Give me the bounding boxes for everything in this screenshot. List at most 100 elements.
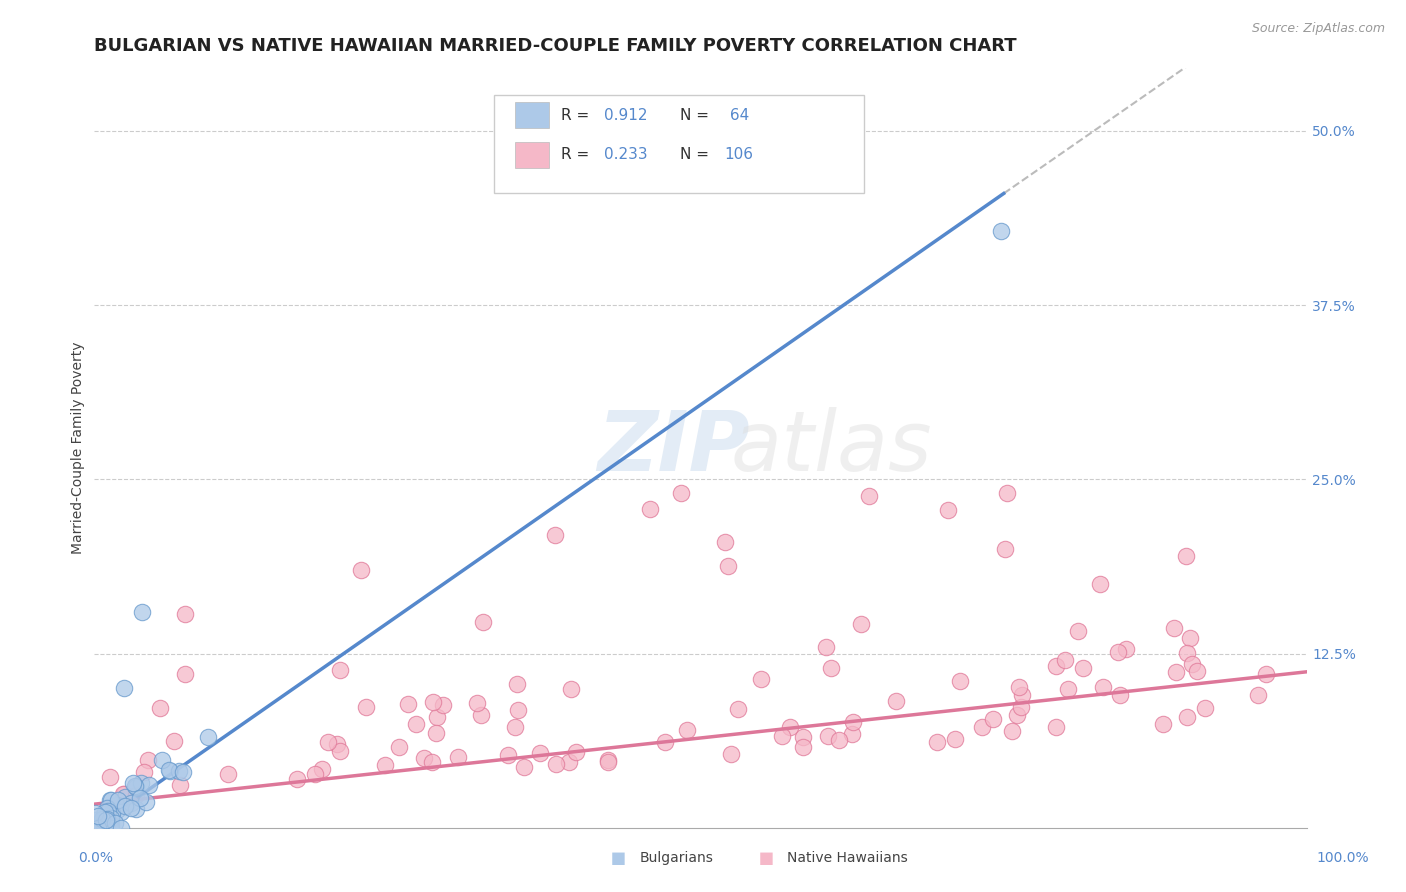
Point bbox=[167, 764, 190, 778]
Point bbox=[83, 821, 105, 835]
Point bbox=[1166, 665, 1188, 679]
Bar bbox=[515, 142, 548, 168]
Point bbox=[124, 779, 146, 793]
Point bbox=[135, 795, 157, 809]
Point bbox=[86, 821, 108, 835]
Point bbox=[349, 563, 371, 577]
Point bbox=[529, 746, 551, 760]
Point bbox=[131, 605, 153, 619]
Point bbox=[779, 720, 801, 734]
Point bbox=[114, 799, 136, 814]
Point bbox=[638, 501, 661, 516]
Point bbox=[560, 681, 582, 696]
Point bbox=[654, 735, 676, 749]
Point bbox=[1057, 681, 1080, 696]
Point bbox=[426, 710, 449, 724]
Point bbox=[471, 615, 494, 629]
Point bbox=[1152, 716, 1174, 731]
Point bbox=[93, 806, 115, 821]
Point bbox=[329, 664, 352, 678]
Point bbox=[124, 788, 146, 802]
Point bbox=[936, 503, 959, 517]
Point bbox=[91, 812, 114, 826]
Point bbox=[1175, 710, 1198, 724]
Point bbox=[720, 747, 742, 762]
Point bbox=[87, 809, 110, 823]
Point bbox=[413, 751, 436, 765]
Point bbox=[1008, 680, 1031, 694]
Point bbox=[100, 817, 122, 831]
Point bbox=[91, 815, 114, 830]
Text: Source: ZipAtlas.com: Source: ZipAtlas.com bbox=[1251, 22, 1385, 36]
Point bbox=[174, 607, 197, 621]
Point bbox=[120, 797, 142, 811]
Point bbox=[325, 737, 347, 751]
Point bbox=[447, 750, 470, 764]
Point bbox=[841, 714, 863, 729]
Point bbox=[98, 793, 121, 807]
Point bbox=[94, 819, 117, 833]
Point bbox=[163, 733, 186, 747]
Point bbox=[129, 775, 152, 789]
Point bbox=[420, 755, 443, 769]
Point bbox=[792, 740, 814, 755]
Text: ▪: ▪ bbox=[758, 847, 775, 870]
Point bbox=[84, 805, 107, 820]
Point bbox=[388, 740, 411, 755]
Point bbox=[132, 765, 155, 780]
Point bbox=[111, 788, 134, 802]
Point bbox=[159, 764, 181, 778]
Point bbox=[84, 818, 107, 832]
Point bbox=[89, 821, 111, 835]
Point bbox=[432, 698, 454, 712]
Point bbox=[87, 821, 110, 835]
Point bbox=[676, 723, 699, 737]
Point bbox=[125, 780, 148, 794]
Point bbox=[994, 542, 1017, 557]
Point bbox=[1194, 701, 1216, 715]
Point bbox=[94, 805, 117, 819]
Point bbox=[96, 816, 118, 830]
Point bbox=[316, 735, 339, 749]
Point bbox=[100, 770, 122, 784]
Point bbox=[112, 787, 135, 801]
Point bbox=[544, 756, 567, 771]
Point bbox=[96, 801, 118, 815]
Point bbox=[422, 695, 444, 709]
Point bbox=[820, 661, 842, 675]
Point bbox=[470, 707, 492, 722]
Point bbox=[1181, 657, 1204, 671]
Point bbox=[1007, 707, 1029, 722]
Point bbox=[101, 806, 124, 821]
Point bbox=[990, 224, 1012, 238]
Point bbox=[817, 729, 839, 743]
Text: N =: N = bbox=[679, 147, 714, 162]
Point bbox=[558, 756, 581, 770]
Point bbox=[995, 486, 1018, 500]
Point bbox=[136, 753, 159, 767]
Text: ▪: ▪ bbox=[610, 847, 627, 870]
Point bbox=[465, 696, 488, 710]
Point bbox=[792, 730, 814, 744]
Text: 0.0%: 0.0% bbox=[79, 851, 112, 865]
Point bbox=[86, 820, 108, 834]
Point bbox=[1011, 699, 1033, 714]
Point bbox=[770, 729, 793, 743]
Point bbox=[598, 755, 620, 769]
Point bbox=[749, 672, 772, 686]
Point bbox=[197, 730, 219, 744]
Point bbox=[945, 732, 967, 747]
Point bbox=[828, 733, 851, 747]
Point bbox=[851, 616, 873, 631]
Point bbox=[105, 804, 128, 818]
Point bbox=[425, 726, 447, 740]
Point bbox=[172, 765, 194, 780]
Point bbox=[814, 640, 837, 654]
Point bbox=[1109, 689, 1132, 703]
Point bbox=[110, 821, 132, 835]
Text: 0.233: 0.233 bbox=[605, 147, 648, 162]
Point bbox=[329, 744, 352, 758]
Point bbox=[84, 821, 107, 835]
Point bbox=[1115, 642, 1137, 657]
Point bbox=[87, 819, 110, 833]
